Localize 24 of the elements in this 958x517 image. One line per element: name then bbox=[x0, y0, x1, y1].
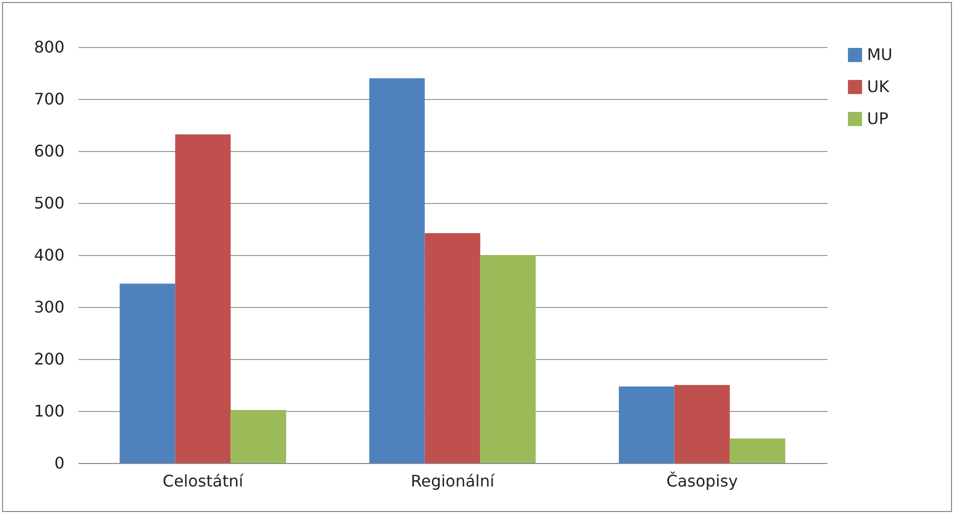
legend-label: UK bbox=[867, 77, 890, 96]
y-tick-label: 200 bbox=[34, 350, 64, 368]
bar bbox=[480, 255, 536, 463]
legend-label: UP bbox=[867, 109, 889, 128]
legend-label: MU bbox=[867, 45, 893, 64]
y-tick-label: 100 bbox=[34, 402, 64, 420]
y-tick-label: 700 bbox=[34, 90, 64, 108]
bar bbox=[175, 134, 231, 463]
bar bbox=[230, 410, 286, 463]
y-tick-label: 0 bbox=[54, 454, 64, 472]
bar bbox=[369, 78, 425, 463]
y-tick-label: 400 bbox=[34, 246, 64, 264]
bar bbox=[120, 284, 176, 463]
y-tick-label: 800 bbox=[34, 38, 64, 56]
y-tick-label: 600 bbox=[34, 142, 64, 160]
bar bbox=[424, 233, 480, 463]
x-tick-label: Regionální bbox=[410, 472, 495, 490]
x-tick-label: Celostátní bbox=[162, 472, 244, 490]
bar bbox=[618, 386, 674, 463]
y-tick-label: 500 bbox=[34, 194, 64, 212]
x-tick-label: Časopisy bbox=[666, 472, 738, 490]
bar bbox=[730, 438, 786, 463]
y-tick-label: 300 bbox=[34, 298, 64, 316]
bar bbox=[674, 385, 730, 463]
